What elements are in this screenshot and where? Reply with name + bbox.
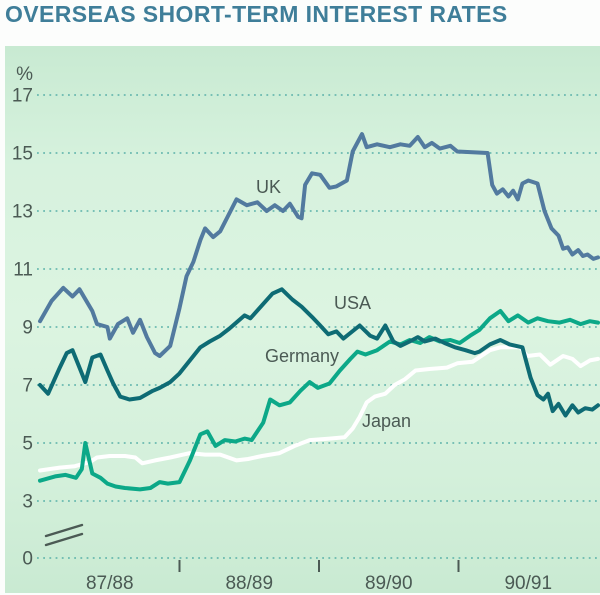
series-line-germany <box>38 309 600 492</box>
y-tick-label-11: 11 <box>13 260 33 281</box>
y-axis-break-icon <box>44 532 84 547</box>
y-tick-label-7: 7 <box>22 376 33 397</box>
x-tick-label-90-91: 90/91 <box>504 573 552 594</box>
page-title: OVERSEAS SHORT-TERM INTEREST RATES <box>5 1 508 27</box>
y-axis-unit-label: % <box>16 64 33 85</box>
y-tick-label-15: 15 <box>12 144 33 165</box>
series-label-germany: Germany <box>265 346 339 366</box>
y-tick-label-9: 9 <box>22 318 33 339</box>
y-tick-label-13: 13 <box>12 202 33 223</box>
y-tick-label-5: 5 <box>22 434 33 455</box>
y-axis-break-icon <box>44 523 84 538</box>
series-label-uk: UK <box>256 177 281 197</box>
x-tick-label-87-88: 87/88 <box>86 573 134 594</box>
y-tick-label-0: 0 <box>22 549 33 570</box>
x-tick-label-89-90: 89/90 <box>365 573 413 594</box>
chart-background-panel <box>5 46 600 593</box>
y-tick-label-17: 17 <box>12 86 33 107</box>
x-tick-label-88-89: 88/89 <box>225 573 273 594</box>
series-line-uk <box>38 132 600 358</box>
series-line-usa <box>38 287 600 418</box>
y-tick-label-3: 3 <box>22 492 33 513</box>
series-label-usa: USA <box>334 293 371 313</box>
series-label-japan: Japan <box>362 411 411 431</box>
